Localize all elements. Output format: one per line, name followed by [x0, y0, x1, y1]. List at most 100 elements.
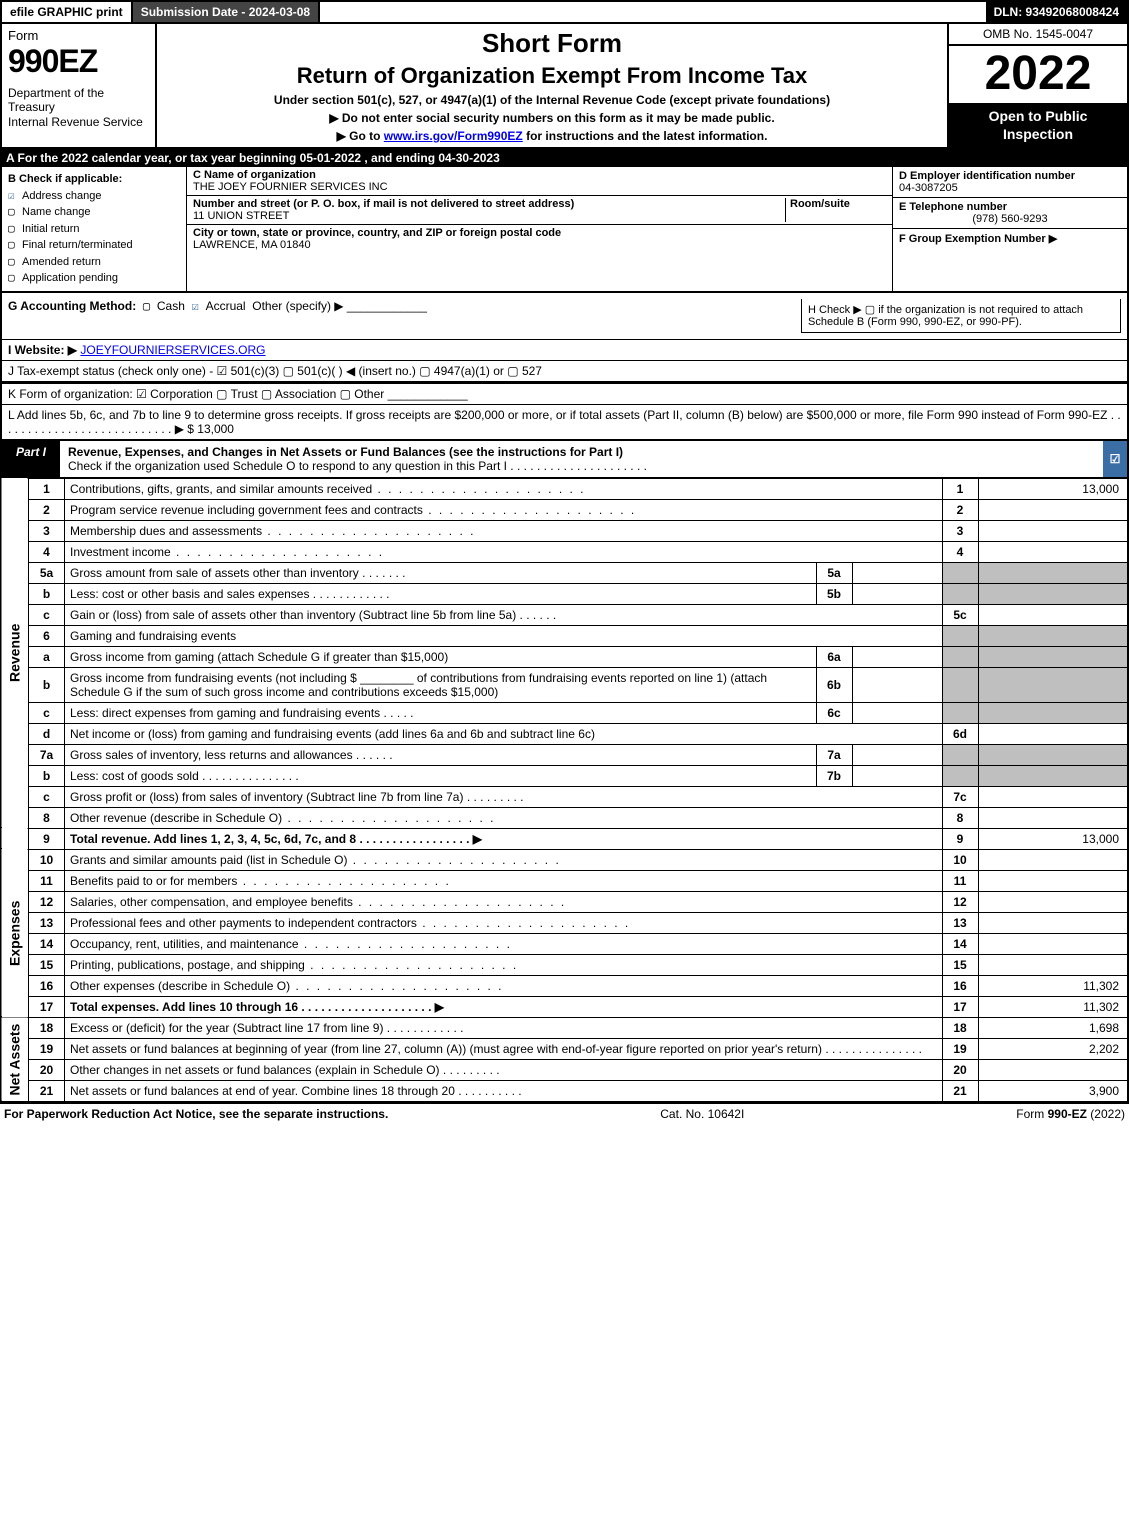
l1-amt: 13,000	[978, 478, 1128, 499]
irs-link[interactable]: www.irs.gov/Form990EZ	[384, 129, 523, 143]
l7b-subval	[852, 765, 942, 786]
l1-desc: Contributions, gifts, grants, and simila…	[65, 478, 943, 499]
l17-desc: Total expenses. Add lines 10 through 16 …	[65, 996, 943, 1017]
l5a-desc: Gross amount from sale of assets other t…	[65, 562, 817, 583]
l6a-sub: 6a	[816, 646, 852, 667]
cb-final-return[interactable]: ▢Final return/terminated	[8, 237, 180, 254]
g-cash[interactable]: Cash	[157, 299, 185, 313]
omb-number: OMB No. 1545-0047	[949, 24, 1127, 46]
d-value: 04-3087205	[899, 182, 958, 194]
block-e: E Telephone number (978) 560-9293	[893, 198, 1127, 229]
block-g: G Accounting Method: ▢Cash ☑Accrual Othe…	[8, 299, 793, 333]
l21-rn: 21	[942, 1080, 978, 1102]
cb-address-change[interactable]: ☑Address change	[8, 188, 180, 205]
l21-desc: Net assets or fund balances at end of ye…	[65, 1080, 943, 1102]
l15-desc: Printing, publications, postage, and shi…	[65, 954, 943, 975]
l20-no: 20	[29, 1059, 65, 1080]
line-5c: c Gain or (loss) from sale of assets oth…	[1, 604, 1128, 625]
l4-desc: Investment income	[65, 541, 943, 562]
l10-desc: Grants and similar amounts paid (list in…	[65, 849, 943, 870]
cb-application-pending[interactable]: ▢Application pending	[8, 270, 180, 287]
website-link[interactable]: JOEYFOURNIERSERVICES.ORG	[80, 343, 265, 357]
l5b-no: b	[29, 583, 65, 604]
line-12: 12 Salaries, other compensation, and emp…	[1, 891, 1128, 912]
l14-rn: 14	[942, 933, 978, 954]
goto-notice: ▶ Go to www.irs.gov/Form990EZ for instru…	[167, 129, 937, 143]
l7b-desc: Less: cost of goods sold . . . . . . . .…	[65, 765, 817, 786]
line-6b: b Gross income from fundraising events (…	[1, 667, 1128, 702]
l6b-no: b	[29, 667, 65, 702]
l6a-no: a	[29, 646, 65, 667]
block-f: F Group Exemption Number ▶	[893, 229, 1127, 291]
l1-no: 1	[29, 478, 65, 499]
section-a-bar: A For the 2022 calendar year, or tax yea…	[0, 149, 1129, 167]
l13-amt	[978, 912, 1128, 933]
l7a-no: 7a	[29, 744, 65, 765]
l5b-rn-shaded	[942, 583, 978, 604]
cb-name-change[interactable]: ▢Name change	[8, 204, 180, 221]
part-i-header: Part I Revenue, Expenses, and Changes in…	[0, 441, 1129, 478]
l20-amt	[978, 1059, 1128, 1080]
street-value: 11 UNION STREET	[193, 210, 289, 222]
l4-amt	[978, 541, 1128, 562]
l6a-subval	[852, 646, 942, 667]
block-b-head: B Check if applicable:	[8, 171, 180, 188]
dept-label: Department of the Treasury Internal Reve…	[8, 86, 149, 129]
part-i-table: Revenue 1 Contributions, gifts, grants, …	[0, 478, 1129, 1103]
l6a-rn-shaded	[942, 646, 978, 667]
part-i-label: Part I	[2, 441, 60, 477]
l11-desc: Benefits paid to or for members	[65, 870, 943, 891]
l7a-rn-shaded	[942, 744, 978, 765]
line-5b: b Less: cost or other basis and sales ex…	[1, 583, 1128, 604]
l5b-desc: Less: cost or other basis and sales expe…	[65, 583, 817, 604]
block-h: H Check ▶ ▢ if the organization is not r…	[801, 299, 1121, 333]
g-accrual[interactable]: Accrual	[206, 299, 246, 313]
part-i-title: Revenue, Expenses, and Changes in Net As…	[60, 441, 1103, 477]
l9-amt: 13,000	[978, 828, 1128, 849]
l7b-rn-shaded	[942, 765, 978, 786]
l7a-desc: Gross sales of inventory, less returns a…	[65, 744, 817, 765]
l9-desc: Total revenue. Add lines 1, 2, 3, 4, 5c,…	[65, 828, 943, 849]
l9-rn: 9	[942, 828, 978, 849]
form-label: Form	[8, 28, 149, 43]
g-other[interactable]: Other (specify) ▶	[252, 299, 343, 313]
c-name-row: C Name of organization THE JOEY FOURNIER…	[187, 167, 892, 196]
header-center: Short Form Return of Organization Exempt…	[157, 24, 947, 147]
l19-desc: Net assets or fund balances at beginning…	[65, 1038, 943, 1059]
line-6d: d Net income or (loss) from gaming and f…	[1, 723, 1128, 744]
l16-no: 16	[29, 975, 65, 996]
part-i-check[interactable]: ☑	[1103, 441, 1127, 477]
l3-no: 3	[29, 520, 65, 541]
l6c-rn-shaded	[942, 702, 978, 723]
side-blank-1	[1, 828, 29, 849]
l3-amt	[978, 520, 1128, 541]
l7c-no: c	[29, 786, 65, 807]
line-20: 20 Other changes in net assets or fund b…	[1, 1059, 1128, 1080]
line-13: 13 Professional fees and other payments …	[1, 912, 1128, 933]
footer-center: Cat. No. 10642I	[660, 1107, 744, 1121]
l5a-rn-shaded	[942, 562, 978, 583]
line-5a: 5a Gross amount from sale of assets othe…	[1, 562, 1128, 583]
l2-amt	[978, 499, 1128, 520]
l11-amt	[978, 870, 1128, 891]
block-b: B Check if applicable: ☑Address change ▢…	[2, 167, 187, 291]
l12-no: 12	[29, 891, 65, 912]
cb-amended-return[interactable]: ▢Amended return	[8, 254, 180, 271]
l10-no: 10	[29, 849, 65, 870]
efile-print-label[interactable]: efile GRAPHIC print	[2, 2, 133, 22]
dln-label: DLN: 93492068008424	[986, 2, 1127, 22]
room-label: Room/suite	[790, 198, 850, 210]
cb-initial-return[interactable]: ▢Initial return	[8, 221, 180, 238]
l4-no: 4	[29, 541, 65, 562]
l7b-no: b	[29, 765, 65, 786]
l6d-rn: 6d	[942, 723, 978, 744]
l6d-desc: Net income or (loss) from gaming and fun…	[65, 723, 943, 744]
l7a-subval	[852, 744, 942, 765]
l6b-rn-shaded	[942, 667, 978, 702]
l16-amt: 11,302	[978, 975, 1128, 996]
e-label: E Telephone number	[899, 201, 1007, 213]
page-footer: For Paperwork Reduction Act Notice, see …	[0, 1103, 1129, 1124]
l18-amt: 1,698	[978, 1017, 1128, 1038]
l6a-amt-shaded	[978, 646, 1128, 667]
line-7c: c Gross profit or (loss) from sales of i…	[1, 786, 1128, 807]
